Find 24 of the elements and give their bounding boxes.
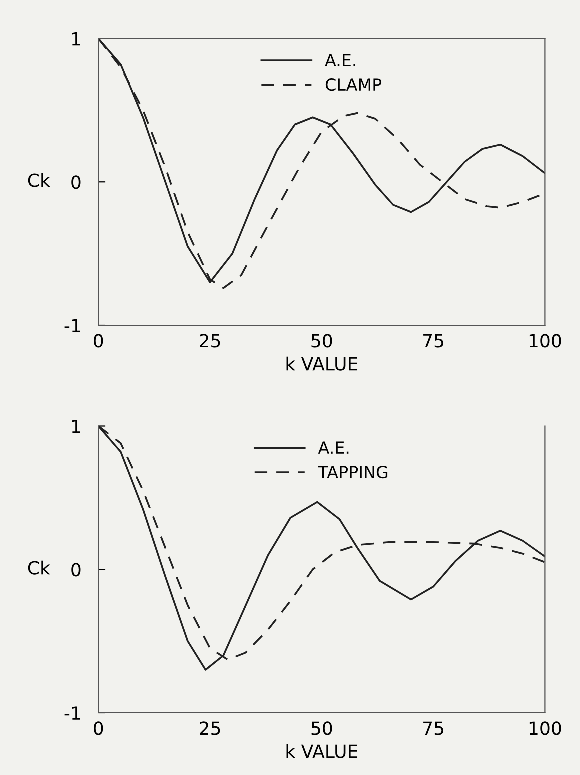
x-tick-label: 50: [312, 722, 332, 736]
legend-label: A.E.: [318, 442, 349, 454]
x-tick-label: 100: [530, 722, 562, 736]
y-tick-label: -1: [64, 319, 80, 332]
x-tick-label: 75: [424, 334, 444, 348]
legend-label: TAPPING: [318, 466, 388, 479]
y-tick-label: 1: [72, 32, 80, 46]
legend-label: CLAMP: [326, 78, 382, 92]
x-tick-label: 0: [94, 334, 104, 348]
y-tick-label: 0: [72, 176, 81, 190]
x-tick-label: 25: [200, 334, 220, 348]
y-axis-title: Ck: [28, 173, 50, 188]
y-tick-label: 1: [72, 420, 80, 434]
y-tick-label: 0: [72, 563, 81, 577]
x-tick-label: 25: [200, 722, 220, 736]
x-tick-label: 75: [424, 722, 444, 736]
x-axis-title: k VALUE: [286, 356, 358, 371]
y-tick-label: -1: [64, 706, 80, 720]
x-axis-title: k VALUE: [286, 744, 358, 758]
x-tick-label: 50: [312, 334, 332, 348]
x-tick-label: 100: [530, 334, 562, 348]
legend-label: A.E.: [325, 54, 356, 66]
x-tick-label: 0: [94, 722, 104, 736]
y-axis-title: Ck: [28, 560, 50, 575]
